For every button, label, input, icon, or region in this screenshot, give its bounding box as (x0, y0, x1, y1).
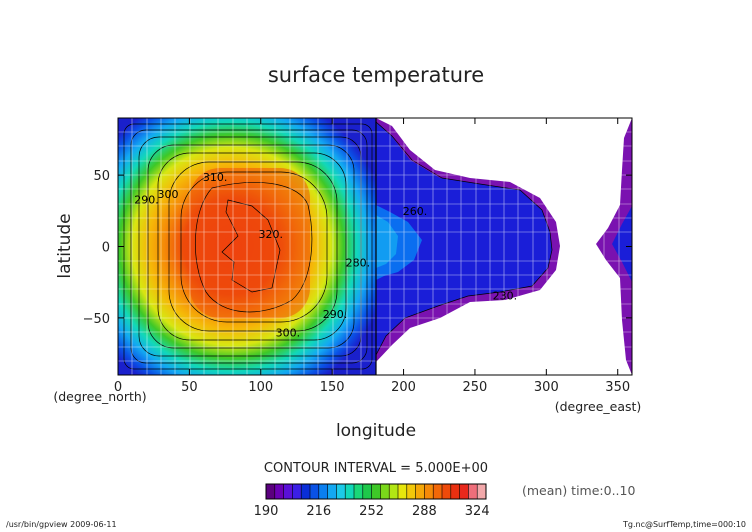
contour-label: 320. (259, 228, 284, 241)
colorbar-swatch (310, 484, 320, 499)
x-unit-label: (degree_east) (555, 399, 642, 414)
colorbar-swatch (406, 484, 416, 499)
contour-label: 280. (346, 256, 371, 269)
ocean-region (376, 118, 632, 375)
colorbar-swatch (398, 484, 408, 499)
colorbar-swatch (450, 484, 460, 499)
footer-right: Tg.nc@SurfTemp,time=000:10 (622, 520, 746, 529)
x-tick-label: 100 (248, 380, 273, 395)
x-tick-label: 150 (320, 380, 345, 395)
x-axis: 0 50 100 150 200 250 300 350 (114, 118, 630, 395)
colorbar-swatch (318, 484, 328, 499)
colorbar-swatch (459, 484, 469, 499)
colorbar-swatch (336, 484, 346, 499)
contour-label: 300. (276, 326, 301, 339)
x-tick-label: 50 (181, 380, 198, 395)
colorbar-tick-label: 190 (254, 504, 279, 519)
colorbar-tick-label: 288 (412, 504, 437, 519)
colorbar-tick-label: 252 (359, 504, 384, 519)
colorbar-swatch (362, 484, 372, 499)
colorbar-frame (265, 483, 487, 500)
contour-label: 290. (134, 194, 159, 207)
colorbar-swatch (433, 484, 443, 499)
colorbar-swatch (354, 484, 364, 499)
colorbar-swatch (301, 484, 311, 499)
x-axis-label: longitude (336, 421, 416, 441)
colorbar-tick-label: 216 (306, 504, 331, 519)
colorbar-swatch (468, 484, 478, 499)
colorbar-swatch (389, 484, 399, 499)
contour-label: 260. (403, 205, 428, 218)
colorbar-swatch (266, 484, 276, 499)
colorbar-tick-label: 324 (465, 504, 490, 519)
colorbar-swatch (292, 484, 302, 499)
colorbar-swatch (380, 484, 390, 499)
x-tick-label: 0 (114, 380, 122, 395)
colorbar-swatch (477, 484, 487, 499)
grid-lines (118, 118, 632, 375)
colorbar-swatch (274, 484, 284, 499)
colorbar-swatch (442, 484, 452, 499)
colorbar-swatch (345, 484, 355, 499)
mean-time-label: (mean) time:0..10 (522, 483, 635, 498)
colorbar-swatch (283, 484, 293, 499)
x-tick-label: 300 (534, 380, 559, 395)
x-tick-label: 250 (463, 380, 488, 395)
colorbar-swatch (371, 484, 381, 499)
y-tick-label: 50 (93, 169, 110, 184)
y-axis-label: latitude (55, 213, 75, 278)
contour-interval-label: CONTOUR INTERVAL = 5.000E+00 (264, 461, 488, 476)
y-axis: 50 0 −50 (83, 169, 632, 327)
chart-title: surface temperature (268, 63, 484, 87)
footer-left: /usr/bin/gpview 2009-06-11 (6, 520, 117, 529)
y-tick-label: 0 (102, 241, 110, 256)
contour-label: 310. (203, 171, 228, 184)
y-tick-label: −50 (83, 312, 110, 327)
x-tick-label: 200 (391, 380, 416, 395)
colorbar-swatch (327, 484, 337, 499)
contour-label: 300 (157, 188, 178, 201)
contour-label: 290. (323, 308, 348, 321)
colorbar-swatch (415, 484, 425, 499)
x-tick-label: 350 (605, 380, 630, 395)
y-unit-label: (degree_north) (53, 389, 146, 404)
colorbar: 190 216 252 288 324 (254, 483, 490, 519)
colorbar-swatch (424, 484, 434, 499)
contour-label: 230. (493, 289, 518, 302)
